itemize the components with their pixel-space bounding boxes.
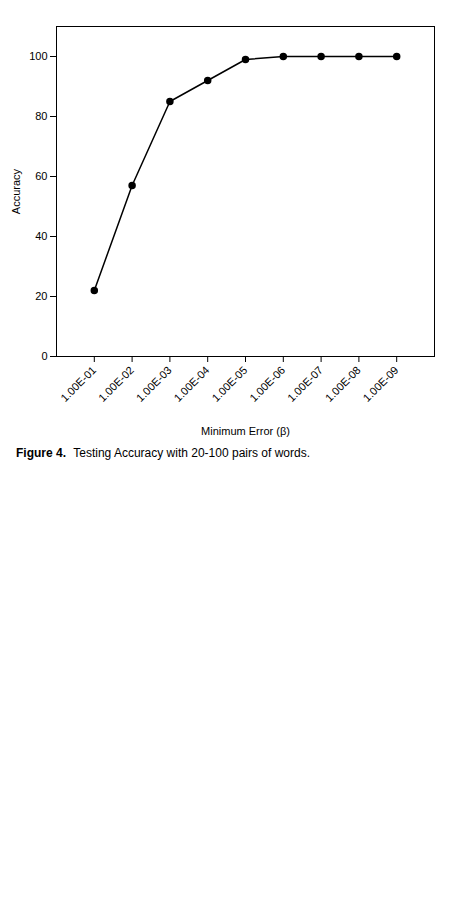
html-text:Figure 4.: Figure 4. — [16, 446, 66, 460]
svg-text:1.00E-02: 1.00E-02 — [96, 364, 136, 404]
svg-text:80: 80 — [35, 110, 47, 122]
svg-text:1.00E-01: 1.00E-01 — [58, 364, 98, 404]
svg-text:100: 100 — [29, 50, 47, 62]
svg-text:1.00E-06: 1.00E-06 — [247, 364, 287, 404]
svg-text:60: 60 — [35, 170, 47, 182]
svg-text:1.00E-09: 1.00E-09 — [361, 364, 401, 404]
svg-text:1.00E-05: 1.00E-05 — [209, 364, 249, 404]
svg-text:1.00E-04: 1.00E-04 — [172, 364, 212, 404]
svg-text:40: 40 — [35, 230, 47, 242]
svg-text:Accuracy: Accuracy — [10, 168, 22, 214]
svg-text:0: 0 — [41, 350, 47, 362]
svg-text:Minimum Error (β): Minimum Error (β) — [201, 425, 290, 437]
svg-text:20: 20 — [35, 290, 47, 302]
svg-text:1.00E-03: 1.00E-03 — [134, 364, 174, 404]
svg-text:1.00E-07: 1.00E-07 — [285, 364, 325, 404]
html-text:Testing Accuracy with 20-100 p: Testing Accuracy with 20-100 pairs of wo… — [73, 446, 310, 460]
svg-text:1.00E-08: 1.00E-08 — [323, 364, 363, 404]
